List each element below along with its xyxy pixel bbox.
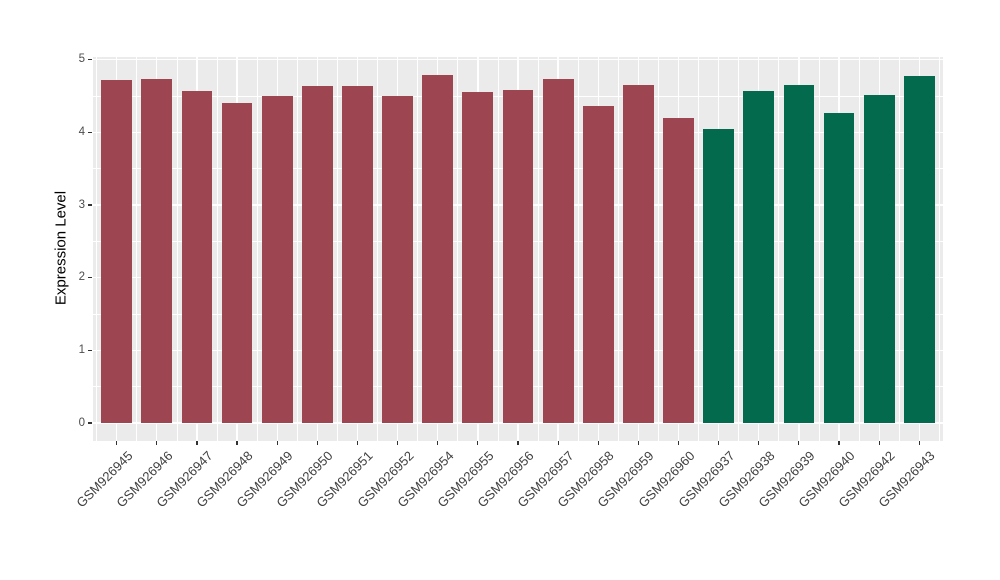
bar-GSM926937 [703, 128, 735, 423]
bar-GSM926939 [783, 85, 815, 423]
x-tick-mark [156, 440, 158, 445]
bar-GSM926959 [622, 85, 654, 423]
y-tick-label: 0 [78, 416, 85, 429]
gridline-minor-vertical [176, 57, 178, 441]
x-tick-mark [116, 440, 118, 445]
y-tick-mark [87, 59, 92, 61]
y-tick-mark [87, 349, 92, 351]
gridline-minor-vertical [537, 57, 539, 441]
x-tick-mark [557, 440, 559, 445]
bar-GSM926952 [382, 96, 413, 423]
x-tick-mark [517, 440, 519, 445]
x-tick-mark [276, 440, 278, 445]
gridline-minor-vertical [577, 57, 579, 441]
x-tick-mark [196, 440, 198, 445]
bar-GSM926950 [301, 85, 333, 423]
x-tick-mark [798, 440, 800, 445]
x-tick-mark [356, 440, 359, 445]
plot-panel [92, 57, 943, 441]
y-tick-mark [87, 131, 92, 133]
gridline-minor-vertical [136, 57, 138, 441]
bar-GSM926947 [181, 90, 213, 423]
gridline-minor-vertical [377, 57, 378, 441]
x-tick-mark [758, 440, 760, 445]
gridline-minor-vertical [778, 57, 780, 441]
gridline-minor-vertical [698, 57, 699, 441]
y-tick-label: 2 [78, 271, 85, 284]
y-tick-mark [87, 204, 92, 206]
gridline-minor-vertical [939, 57, 940, 441]
gridline-minor-vertical [216, 57, 218, 441]
gridline-minor-vertical [658, 57, 659, 441]
x-tick-mark [437, 440, 439, 445]
x-tick-mark [597, 440, 599, 445]
y-tick-mark [87, 277, 92, 279]
bar-GSM926958 [582, 106, 614, 423]
y-tick-label: 1 [78, 343, 85, 356]
x-tick-mark [718, 440, 720, 445]
gridline-minor-vertical [457, 57, 459, 441]
bar-GSM926951 [342, 85, 373, 423]
x-tick-mark [397, 440, 399, 445]
bar-GSM926942 [863, 94, 895, 423]
x-tick-mark [677, 440, 680, 445]
bar-GSM926948 [221, 103, 253, 423]
gridline-minor-vertical [898, 57, 900, 441]
bar-GSM926954 [422, 74, 454, 423]
x-tick-mark [918, 440, 920, 445]
gridline-minor-vertical [296, 57, 298, 441]
x-tick-mark [477, 440, 479, 445]
y-tick-label: 5 [78, 53, 85, 66]
y-tick-label: 3 [78, 198, 85, 211]
gridline-minor-vertical [417, 57, 418, 441]
y-tick-mark [87, 422, 92, 424]
bar-GSM926956 [502, 90, 534, 423]
bar-GSM926949 [261, 96, 293, 423]
x-tick-mark [878, 440, 880, 445]
bar-GSM926945 [101, 80, 133, 423]
gridline-minor-vertical [818, 57, 820, 441]
y-tick-label: 4 [78, 125, 85, 138]
x-tick-mark [838, 440, 840, 445]
gridline-minor-vertical [337, 57, 338, 441]
gridline-minor-vertical [617, 57, 619, 441]
gridline-minor-vertical [96, 57, 97, 441]
bar-GSM926940 [823, 112, 855, 423]
bar-GSM926955 [462, 92, 494, 423]
bar-GSM926938 [743, 90, 775, 423]
gridline-minor-vertical [256, 57, 258, 441]
x-tick-mark [637, 440, 639, 445]
bar-GSM926943 [903, 75, 935, 423]
x-tick-mark [316, 440, 318, 445]
bar-GSM926957 [542, 78, 574, 423]
x-tick-mark [236, 440, 238, 445]
gridline-minor-vertical [738, 57, 740, 441]
bar-GSM926960 [663, 117, 694, 423]
gridline-minor-vertical [858, 57, 860, 441]
bar-GSM926946 [141, 78, 173, 423]
gridline-minor-vertical [497, 57, 499, 441]
